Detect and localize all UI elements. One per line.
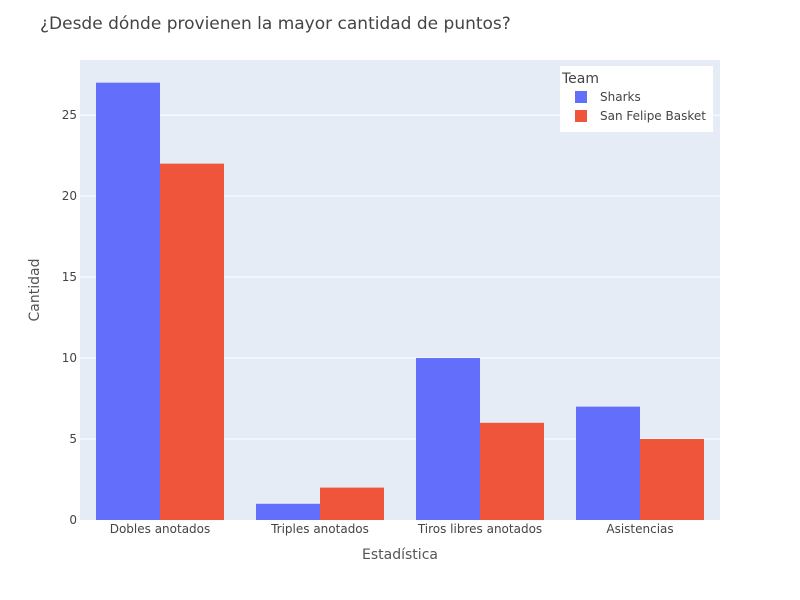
y-tick-label: 25 <box>62 108 77 122</box>
y-tick-label: 10 <box>62 351 77 365</box>
x-axis-title: Estadística <box>362 547 438 563</box>
chart-title: ¿Desde dónde provienen la mayor cantidad… <box>40 14 511 34</box>
legend-swatch <box>575 110 587 122</box>
legend-label: Sharks <box>600 90 641 104</box>
bar-sharks <box>416 358 480 520</box>
legend-label: San Felipe Basket <box>600 109 706 123</box>
x-tick-label: Dobles anotados <box>110 522 211 536</box>
y-axis-title: Cantidad <box>27 259 43 322</box>
bars <box>96 82 704 520</box>
x-axis-ticks: Dobles anotados Triples anotados Tiros lib… <box>110 522 674 536</box>
y-tick-label: 5 <box>69 432 77 446</box>
bar-san-felipe-basket <box>160 163 224 520</box>
legend: Team Sharks San Felipe Basket <box>560 66 713 132</box>
y-tick-label: 0 <box>69 513 77 527</box>
bar-sharks <box>576 406 640 520</box>
y-tick-label: 15 <box>62 270 77 284</box>
legend-swatch <box>575 91 587 103</box>
x-tick-label: Triples anotados <box>270 522 369 536</box>
bar-san-felipe-basket <box>320 487 384 520</box>
bar-sharks <box>96 82 160 520</box>
bar-san-felipe-basket <box>480 422 544 520</box>
bar-san-felipe-basket <box>640 439 704 520</box>
x-tick-label: Tiros libres anotados <box>417 522 542 536</box>
bar-sharks <box>256 503 320 520</box>
legend-title: Team <box>561 71 599 87</box>
x-tick-label: Asistencias <box>606 522 673 536</box>
y-axis-ticks: 0 5 10 15 20 25 <box>62 108 77 527</box>
y-tick-label: 20 <box>62 189 77 203</box>
